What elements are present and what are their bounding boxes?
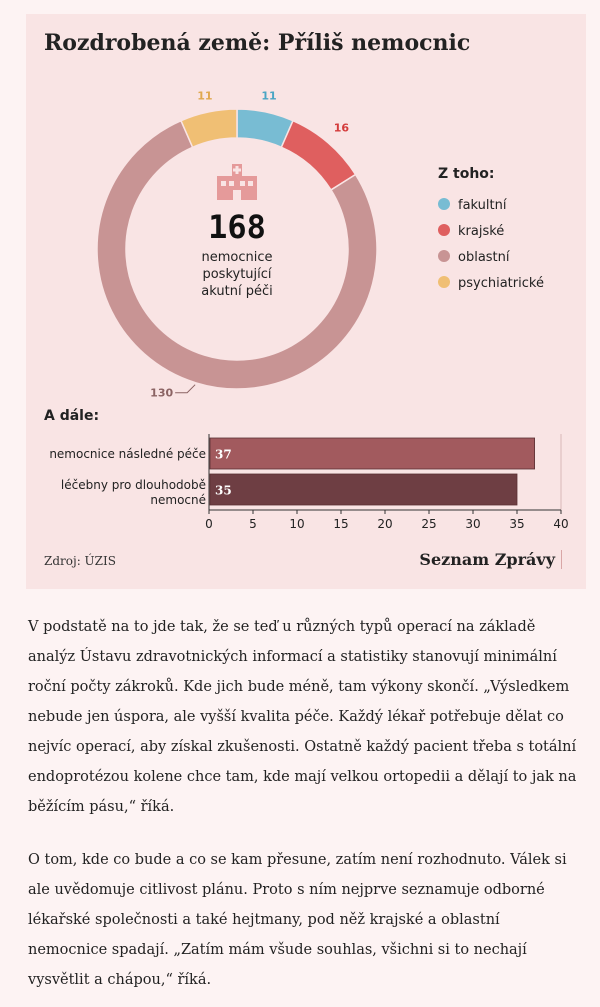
x-tick-label: 10 [289,517,304,531]
donut-chart: 11 16 130 11 [96,89,378,400]
legend-item-oblastni: oblastní [438,250,510,268]
legend-item-psychiatricke: psychiatrické [438,276,544,294]
x-tick-label: 25 [421,517,436,531]
legend-label: psychiatrické [458,276,544,291]
bar-category-line: nemocnice následné péče [49,447,206,461]
paragraph-line: běžícím pásu,“ říká. [28,799,175,815]
paragraph-line: lékařské společnosti a také hejtmany, po… [28,912,500,928]
brand-logo: Seznam Zprávy [419,550,562,569]
x-tick-label: 5 [249,517,257,531]
legend-swatch [438,224,450,236]
infographic-card: Rozdrobená země: Příliš nemocnic 11 16 130… [26,14,586,589]
slice-leader-line [175,384,196,394]
slice-value-label: 16 [334,122,350,135]
center-caption-line: akutní péči [201,284,273,299]
center-caption-line: poskytující [202,267,272,282]
x-tick-label: 0 [205,517,213,531]
donut-slice-3 [96,119,378,390]
x-tick-label: 20 [377,517,392,531]
paragraph-line: endoprotézou kolene chce tam, kde mají v… [28,769,577,785]
bar-category-label: nemocnice následné péče [36,447,206,462]
x-tick-label: 40 [553,517,568,531]
article-paragraph: V podstatě na to jde tak, že se teď u rů… [28,612,588,822]
bar-section-title: A dále: [44,408,100,424]
hospital-icon [217,164,257,200]
total-count: 168 [208,208,266,246]
paragraph-line: V podstatě na to jde tak, že se teď u rů… [28,619,536,635]
legend-label: krajské [458,224,505,239]
x-tick-label: 15 [333,517,348,531]
center-caption-line: nemocnice [201,250,273,265]
legend-label: fakultní [458,198,507,213]
bar-category-line: nemocné [150,493,206,507]
bar-category-label: léčebny pro dlouhodobě nemocné [36,478,206,508]
chart-title: Rozdrobená země: Příliš nemocnic [44,30,471,56]
slice-value-label: 11 [261,89,276,102]
paragraph-line: nebude jen úspora, ale vyšší kvalita péč… [28,709,564,725]
legend-swatch [438,198,450,210]
source-note: Zdroj: ÚZIS [44,554,116,568]
paragraph-line: roční počty zákroků. Kde jich bude méně,… [28,679,570,695]
paragraph-line: ale uvědomuje citlivost plánu. Proto s n… [28,882,545,898]
slice-value-label: 130 [150,387,173,400]
paragraph-line: nejvíc operací, aby získal zkušenosti. O… [28,739,577,755]
legend-title: Z toho: [438,166,495,182]
legend-swatch [438,276,450,288]
bar-chart: 37 35 0 5 10 15 20 25 30 35 40 [205,434,569,531]
paragraph-line: vysvětlit a chápou,“ říká. [28,972,212,988]
legend-label: oblastní [458,250,510,265]
article-paragraph: O tom, kde co bude a co se kam přesune, … [28,845,588,995]
bar-value-label: 35 [215,484,232,498]
slice-value-label: 11 [197,89,212,102]
bar [209,473,518,506]
paragraph-line: O tom, kde co bude a co se kam přesune, … [28,852,567,868]
x-tick-label: 35 [509,517,524,531]
bar-value-label: 37 [215,448,232,462]
x-tick-label: 30 [465,517,480,531]
paragraph-line: analýz Ústavu zdravotnických informací a… [28,649,557,665]
bar [209,437,536,470]
legend-item-krajske: krajské [438,224,504,242]
donut-slice-4 [180,108,238,149]
paragraph-line: nemocnice spadají. „Zatím mám všude souh… [28,942,527,958]
bar-category-line: léčebny pro dlouhodobě [60,478,206,492]
legend-item-fakultni: fakultní [438,198,506,216]
legend-swatch [438,250,450,262]
